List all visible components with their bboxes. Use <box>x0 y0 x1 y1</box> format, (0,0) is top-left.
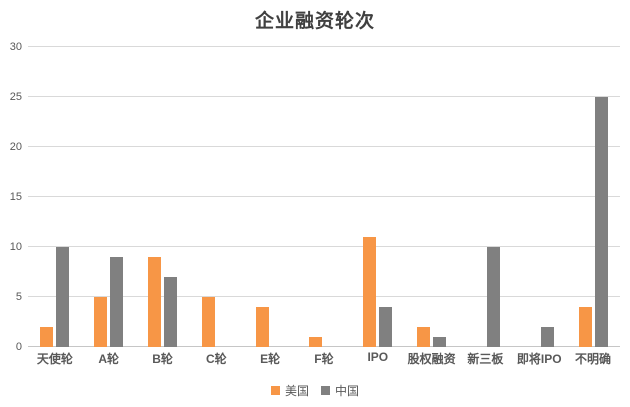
bar-中国 <box>486 247 500 347</box>
category-group <box>512 47 566 347</box>
bar-美国 <box>309 337 323 347</box>
x-tick-label: 股权融资 <box>407 352 456 366</box>
y-tick-label: 10 <box>9 241 22 253</box>
category-group <box>351 47 405 347</box>
y-tick-label: 20 <box>9 141 22 153</box>
gridline <box>28 196 620 197</box>
bar-美国 <box>201 297 215 347</box>
bar-中国 <box>379 307 393 347</box>
bar-中国 <box>540 327 554 347</box>
y-tick-label: 30 <box>9 41 22 53</box>
x-tick-label: IPO <box>367 350 389 364</box>
x-tick-label: B轮 <box>152 352 173 366</box>
chart-title: 企业融资轮次 <box>254 11 375 32</box>
bar-中国 <box>164 277 178 347</box>
y-tick-label: 15 <box>9 191 22 203</box>
bar-美国 <box>148 257 162 347</box>
bars-layer <box>28 47 620 347</box>
x-tick-label: 天使轮 <box>36 352 73 366</box>
x-tick-label: 不明确 <box>575 352 612 366</box>
y-tick-label: 5 <box>15 291 22 303</box>
gridline <box>28 296 620 297</box>
legend-label: 美国 <box>284 384 309 398</box>
gridline <box>28 96 620 97</box>
category-group <box>243 47 297 347</box>
legend-item: 美国 <box>270 382 309 399</box>
category-group <box>566 47 620 347</box>
bar-中国 <box>110 257 124 347</box>
x-tick-label: E轮 <box>260 352 281 366</box>
legend: 美国 中国 <box>0 382 630 399</box>
x-tick-label: F轮 <box>314 352 334 366</box>
bar-中国 <box>594 97 608 347</box>
x-tick-label: 新三板 <box>467 352 504 366</box>
category-group <box>189 47 243 347</box>
x-tick-label: 即将IPO <box>516 352 562 366</box>
y-tick-label: 25 <box>9 91 22 103</box>
bar-美国 <box>94 297 108 347</box>
bar-中国 <box>56 247 70 347</box>
x-tick-label: C轮 <box>206 352 227 366</box>
y-tick-label: 0 <box>15 341 22 353</box>
legend-swatch-icon <box>270 386 280 395</box>
bar-美国 <box>417 327 431 347</box>
legend-swatch-icon <box>321 386 330 395</box>
legend-label: 中国 <box>335 384 360 398</box>
bar-美国 <box>363 237 377 347</box>
category-group <box>136 47 190 347</box>
bar-中国 <box>433 337 447 347</box>
x-tick-label: A轮 <box>98 352 120 366</box>
plot-area <box>28 46 620 347</box>
bar-美国 <box>255 307 269 347</box>
bar-美国 <box>578 307 592 347</box>
category-group <box>405 47 459 347</box>
bar-美国 <box>40 327 54 347</box>
gridline <box>28 46 620 47</box>
category-group <box>82 47 136 347</box>
gridline <box>28 246 620 247</box>
category-group <box>297 47 351 347</box>
legend-item: 中国 <box>321 382 359 399</box>
x-axis-baseline <box>28 346 620 347</box>
gridline <box>28 146 620 147</box>
category-group <box>28 47 82 347</box>
category-group <box>459 47 513 347</box>
x-axis-labels: 天使轮 A轮 B轮 C轮 E轮 F轮 IPO 股权融资 新三板 即将IPO 不明确 <box>28 350 620 367</box>
